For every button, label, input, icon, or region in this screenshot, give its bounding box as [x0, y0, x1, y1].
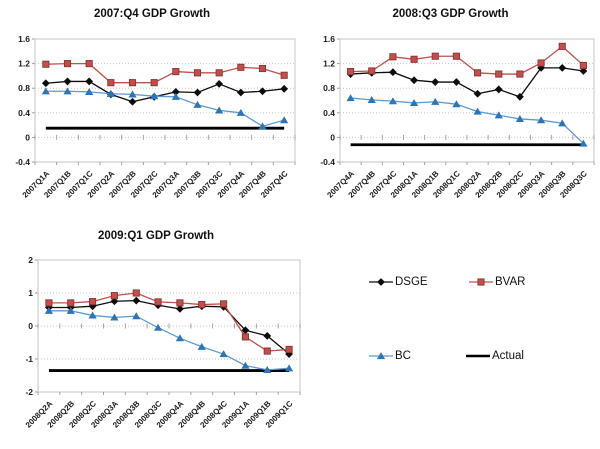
- chart-plot-area: -0.400.40.81.21.62007Q4A2007Q4B2007Q4C20…: [320, 34, 595, 200]
- chart-2008q3-gdp-growth: 2008:Q3 GDP Growth -0.4 0 0.4 0.8 1.2 1.6 2007…: [303, 2, 598, 221]
- bc-triangle-marker-icon: [369, 352, 393, 360]
- chart-plot-area: -0.400.40.81.21.62007Q1A2007Q1B2007Q1C20…: [15, 34, 296, 200]
- legend-item-bc: BC: [368, 350, 411, 362]
- chart-legend: DSGE BVAR BC Actual: [340, 248, 598, 400]
- svg-text:1.2: 1.2: [18, 59, 30, 69]
- svg-text:0.4: 0.4: [18, 108, 30, 118]
- svg-text:1.6: 1.6: [18, 34, 30, 44]
- svg-text:1.6: 1.6: [323, 34, 335, 44]
- svg-text:0: 0: [25, 132, 30, 142]
- legend-label-actual: Actual: [492, 350, 524, 362]
- chart-plot-area: -2-10122008Q2A2008Q2B2008Q2C2008Q3A2008Q…: [24, 255, 301, 430]
- svg-text:0.8: 0.8: [18, 83, 30, 93]
- bvar-square-marker-icon: [469, 278, 493, 286]
- chart-title: 2008:Q3 GDP Growth: [392, 8, 509, 20]
- actual-line-marker-icon: [466, 354, 490, 358]
- svg-text:1: 1: [28, 288, 33, 298]
- legend-item-actual: Actual: [465, 350, 524, 362]
- svg-text:0.8: 0.8: [323, 83, 335, 93]
- chart-2007q4-gdp-growth: 2007:Q4 GDP Growth -0.4 0 0.4 0.8 1.2 1.6 2007…: [6, 2, 298, 221]
- svg-text:2: 2: [28, 255, 33, 265]
- svg-text:0: 0: [330, 132, 335, 142]
- legend-label-bc: BC: [395, 350, 411, 362]
- chart-title: 2009:Q1 GDP Growth: [97, 230, 215, 242]
- legend-item-dsge: DSGE: [368, 276, 428, 288]
- legend-label-dsge: DSGE: [395, 276, 428, 288]
- svg-text:-0.4: -0.4: [15, 157, 30, 167]
- svg-text:-2: -2: [25, 387, 33, 397]
- chart-title: 2007:Q4 GDP Growth: [93, 8, 211, 20]
- svg-text:1.2: 1.2: [323, 59, 335, 69]
- legend-item-bvar: BVAR: [468, 276, 525, 288]
- svg-text:-0.4: -0.4: [320, 157, 335, 167]
- svg-text:0: 0: [28, 321, 33, 331]
- svg-text:-1: -1: [25, 354, 33, 364]
- dsge-diamond-marker-icon: [369, 278, 393, 286]
- svg-text:0.4: 0.4: [323, 108, 335, 118]
- legend-label-bvar: BVAR: [495, 276, 526, 288]
- chart-2009q1-gdp-growth: 2009:Q1 GDP Growth -2 -1 0 1 2 2008Q2A 2008Q2B…: [0, 224, 312, 449]
